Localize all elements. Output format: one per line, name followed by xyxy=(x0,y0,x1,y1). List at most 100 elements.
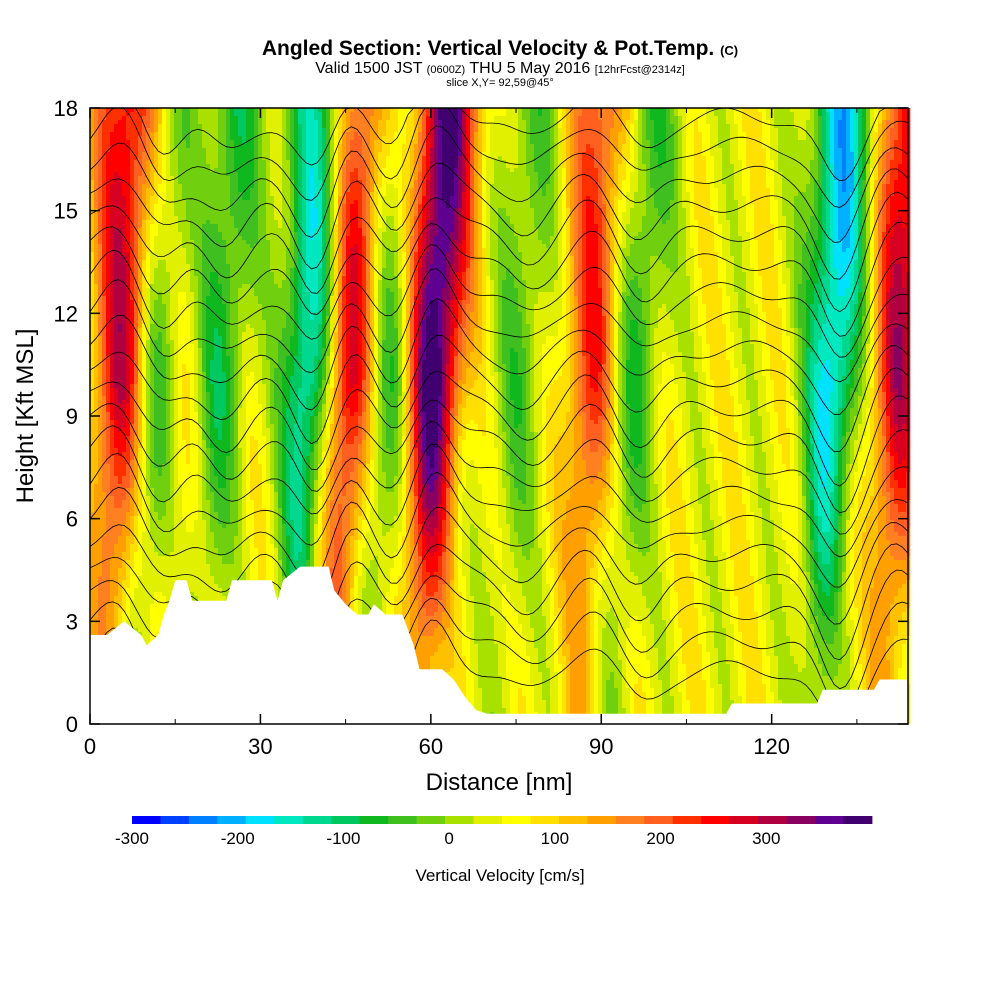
field-cell xyxy=(682,180,687,185)
field-cell xyxy=(754,140,759,145)
field-cell xyxy=(678,136,683,141)
field-cell xyxy=(286,124,291,129)
field-cell xyxy=(90,108,95,113)
field-cell xyxy=(362,124,367,129)
field-cell xyxy=(338,116,343,121)
field-cell xyxy=(898,144,903,149)
field-cell xyxy=(398,124,403,129)
field-cell xyxy=(694,124,699,129)
field-cell xyxy=(570,124,575,129)
field-cell xyxy=(586,128,591,133)
field-cell xyxy=(846,192,851,197)
field-cell xyxy=(362,160,367,165)
field-cell xyxy=(350,176,355,181)
field-cell xyxy=(514,176,519,181)
field-cell xyxy=(366,152,371,157)
field-cell xyxy=(202,120,207,125)
field-cell xyxy=(114,168,119,173)
field-cell xyxy=(134,196,139,201)
field-cell xyxy=(398,188,403,193)
field-cell xyxy=(646,136,651,141)
field-cell xyxy=(670,120,675,125)
field-cell xyxy=(154,128,159,133)
field-cell xyxy=(670,140,675,145)
field-cell xyxy=(142,152,147,157)
field-cell xyxy=(702,188,707,193)
field-cell xyxy=(630,192,635,197)
field-cell xyxy=(166,156,171,161)
field-cell xyxy=(138,188,143,193)
field-cell xyxy=(886,164,891,169)
field-cell xyxy=(738,180,743,185)
field-cell xyxy=(702,148,707,153)
field-cell xyxy=(214,112,219,117)
field-cell xyxy=(274,124,279,129)
field-cell xyxy=(150,116,155,121)
field-cell xyxy=(894,196,899,201)
field-cell xyxy=(550,164,555,169)
field-cell xyxy=(166,168,171,173)
field-cell xyxy=(666,120,671,125)
field-cell xyxy=(422,156,427,161)
field-cell xyxy=(690,168,695,173)
field-cell xyxy=(538,176,543,181)
field-cell xyxy=(310,140,315,145)
field-cell xyxy=(146,184,151,189)
field-cell xyxy=(90,168,95,173)
field-cell xyxy=(238,112,243,117)
field-cell xyxy=(658,132,663,137)
field-cell xyxy=(530,120,535,125)
field-cell xyxy=(178,172,183,177)
field-cell xyxy=(466,200,471,205)
field-cell xyxy=(130,152,135,157)
field-cell xyxy=(794,196,799,201)
field-cell xyxy=(702,176,707,181)
field-cell xyxy=(338,176,343,181)
field-cell xyxy=(514,148,519,153)
field-cell xyxy=(314,140,319,145)
field-cell xyxy=(426,120,431,125)
field-cell xyxy=(214,120,219,125)
field-cell xyxy=(702,136,707,141)
field-cell xyxy=(350,148,355,153)
field-cell xyxy=(634,132,639,137)
field-cell xyxy=(734,180,739,185)
field-cell xyxy=(498,144,503,149)
field-cell xyxy=(114,200,119,205)
field-cell xyxy=(870,192,875,197)
field-cell xyxy=(698,108,703,113)
field-cell xyxy=(586,148,591,153)
field-cell xyxy=(358,188,363,193)
field-cell xyxy=(758,188,763,193)
field-cell xyxy=(766,108,771,113)
field-cell xyxy=(550,144,555,149)
field-cell xyxy=(134,132,139,137)
field-cell xyxy=(406,180,411,185)
field-cell xyxy=(330,124,335,129)
field-cell xyxy=(562,188,567,193)
field-cell xyxy=(390,192,395,197)
field-cell xyxy=(406,136,411,141)
field-cell xyxy=(150,152,155,157)
field-cell xyxy=(766,112,771,117)
field-cell xyxy=(394,108,399,113)
field-cell xyxy=(478,140,483,145)
field-cell xyxy=(494,112,499,117)
field-cell xyxy=(458,164,463,169)
field-cell xyxy=(658,196,663,201)
field-cell xyxy=(334,140,339,145)
field-cell xyxy=(550,140,555,145)
field-cell xyxy=(278,120,283,125)
field-cell xyxy=(670,164,675,169)
field-cell xyxy=(494,124,499,129)
field-cell xyxy=(230,204,235,209)
field-cell xyxy=(718,108,723,113)
field-cell xyxy=(778,108,783,113)
field-cell xyxy=(838,148,843,153)
field-cell xyxy=(878,192,883,197)
field-cell xyxy=(122,172,127,177)
field-cell xyxy=(514,144,519,149)
field-cell xyxy=(558,124,563,129)
field-cell xyxy=(322,108,327,113)
field-cell xyxy=(366,136,371,141)
